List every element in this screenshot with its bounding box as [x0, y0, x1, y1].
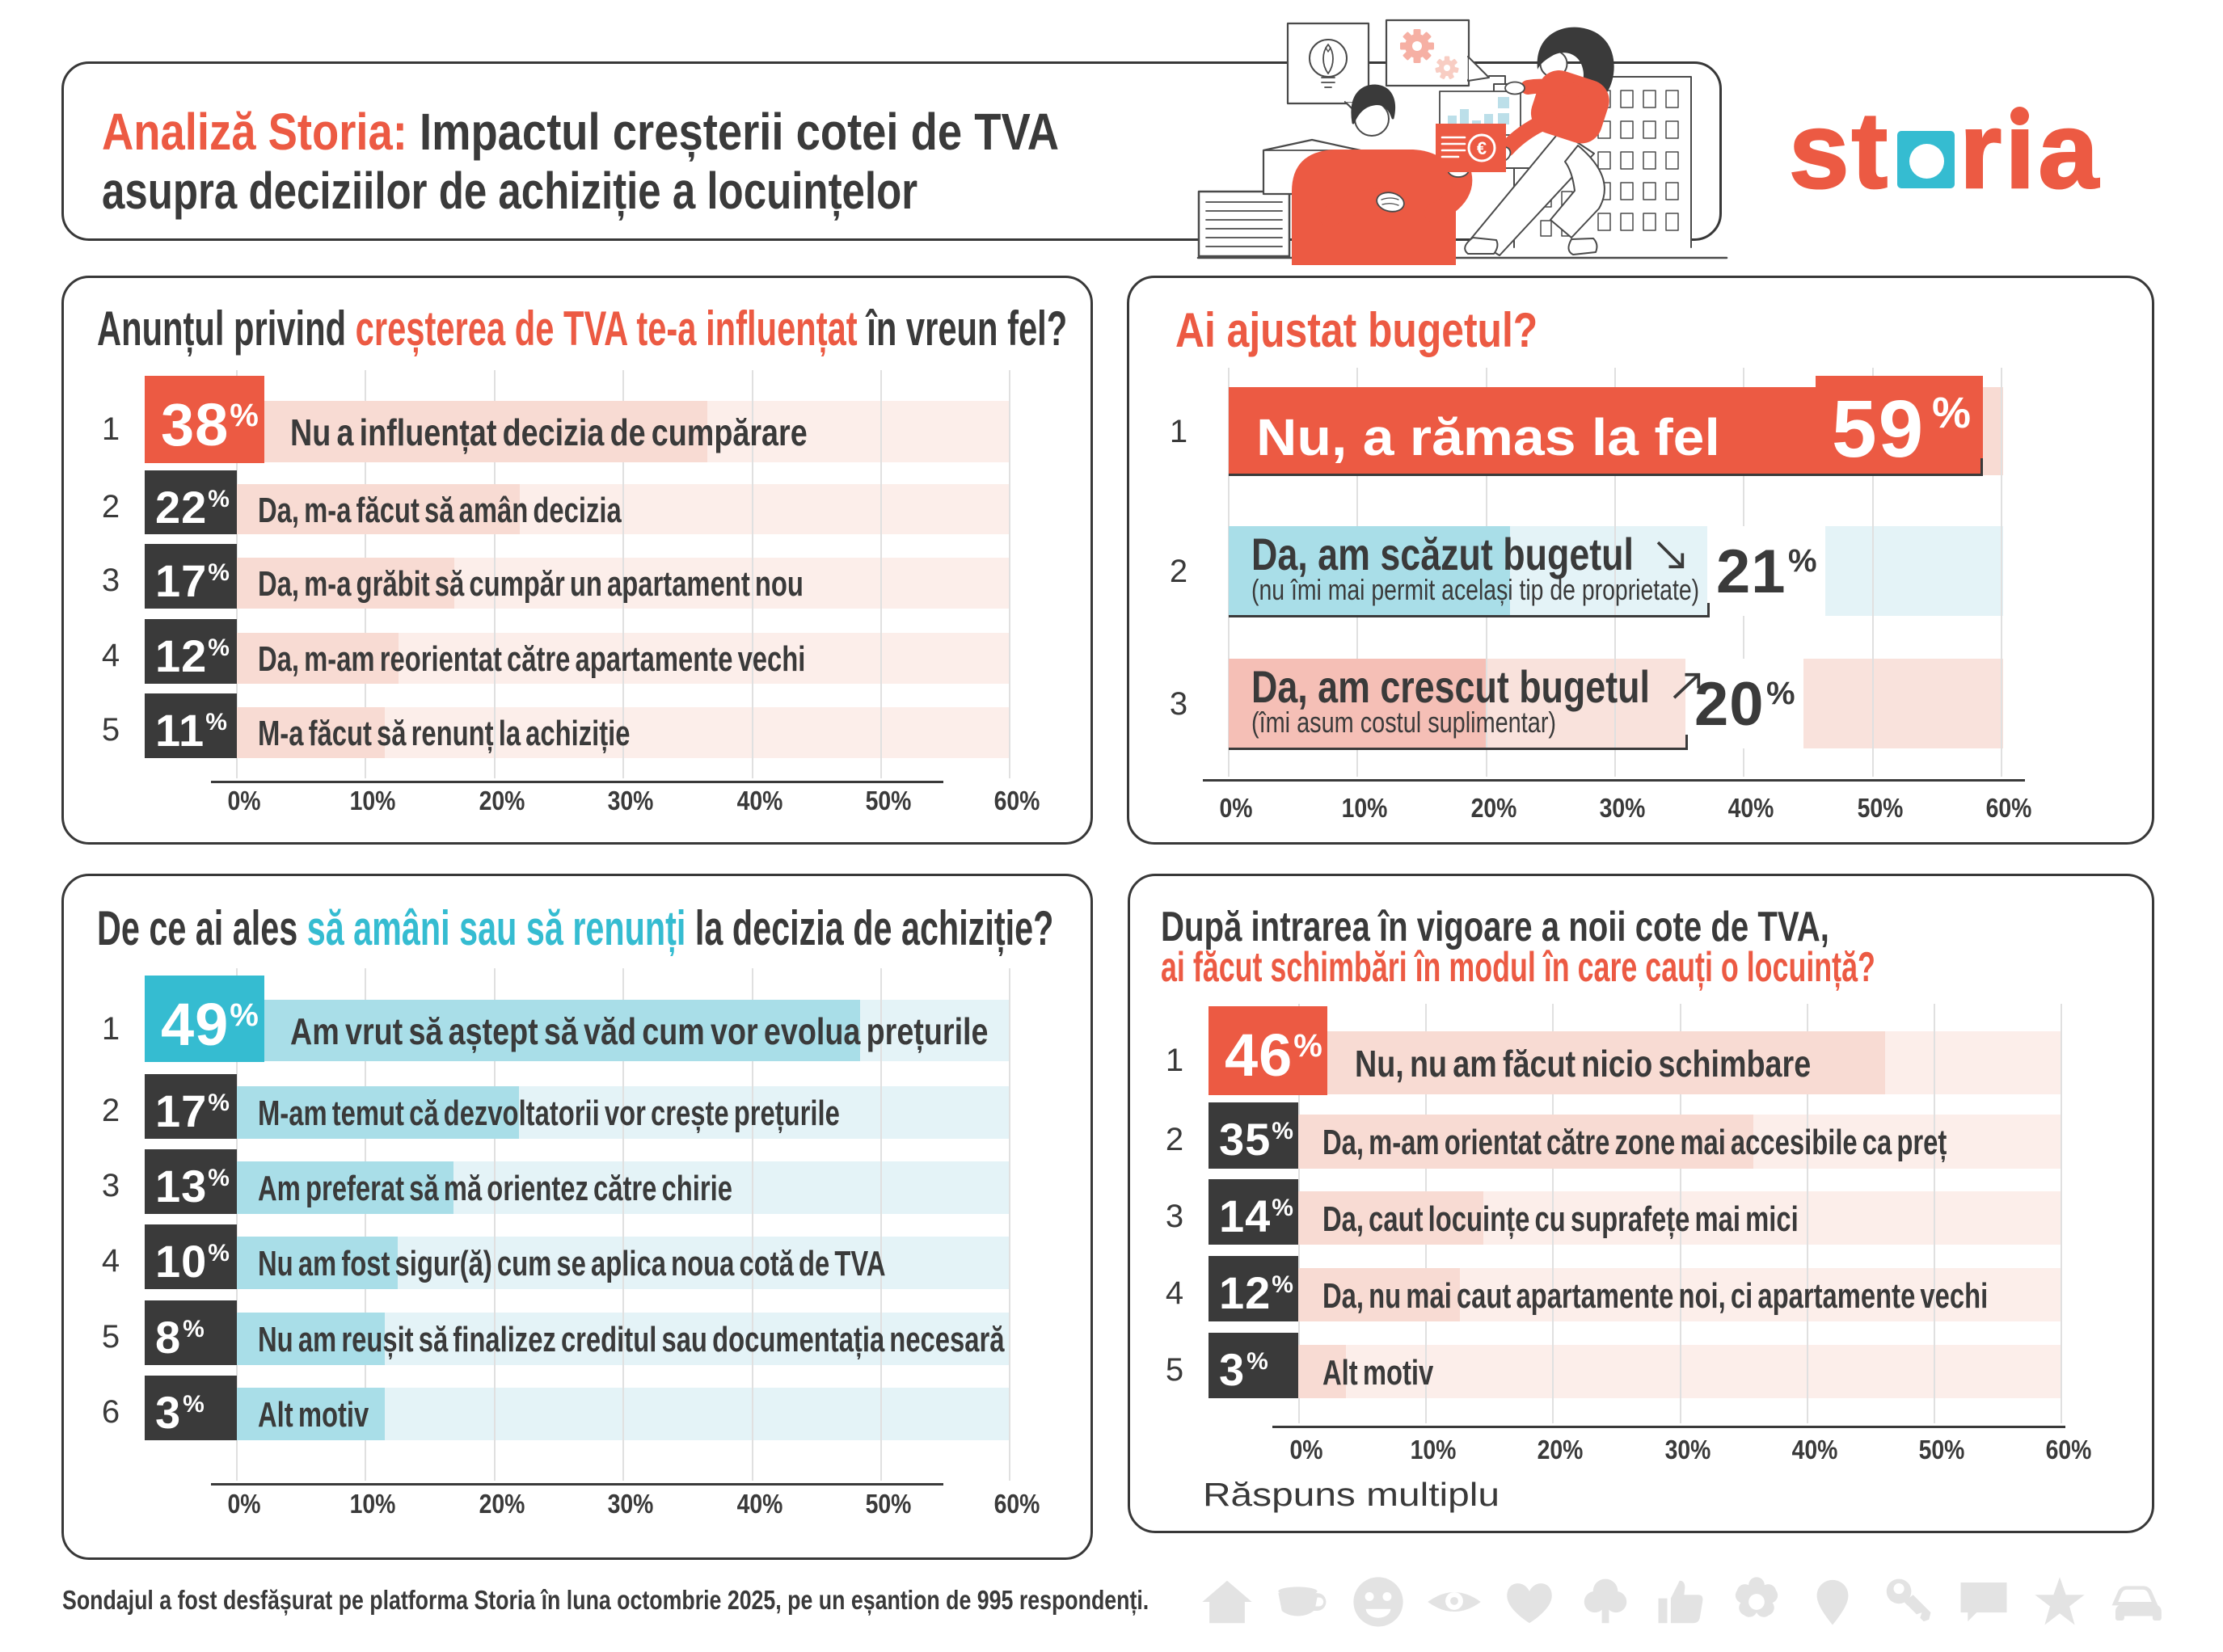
- svg-text:€: €: [1477, 138, 1487, 158]
